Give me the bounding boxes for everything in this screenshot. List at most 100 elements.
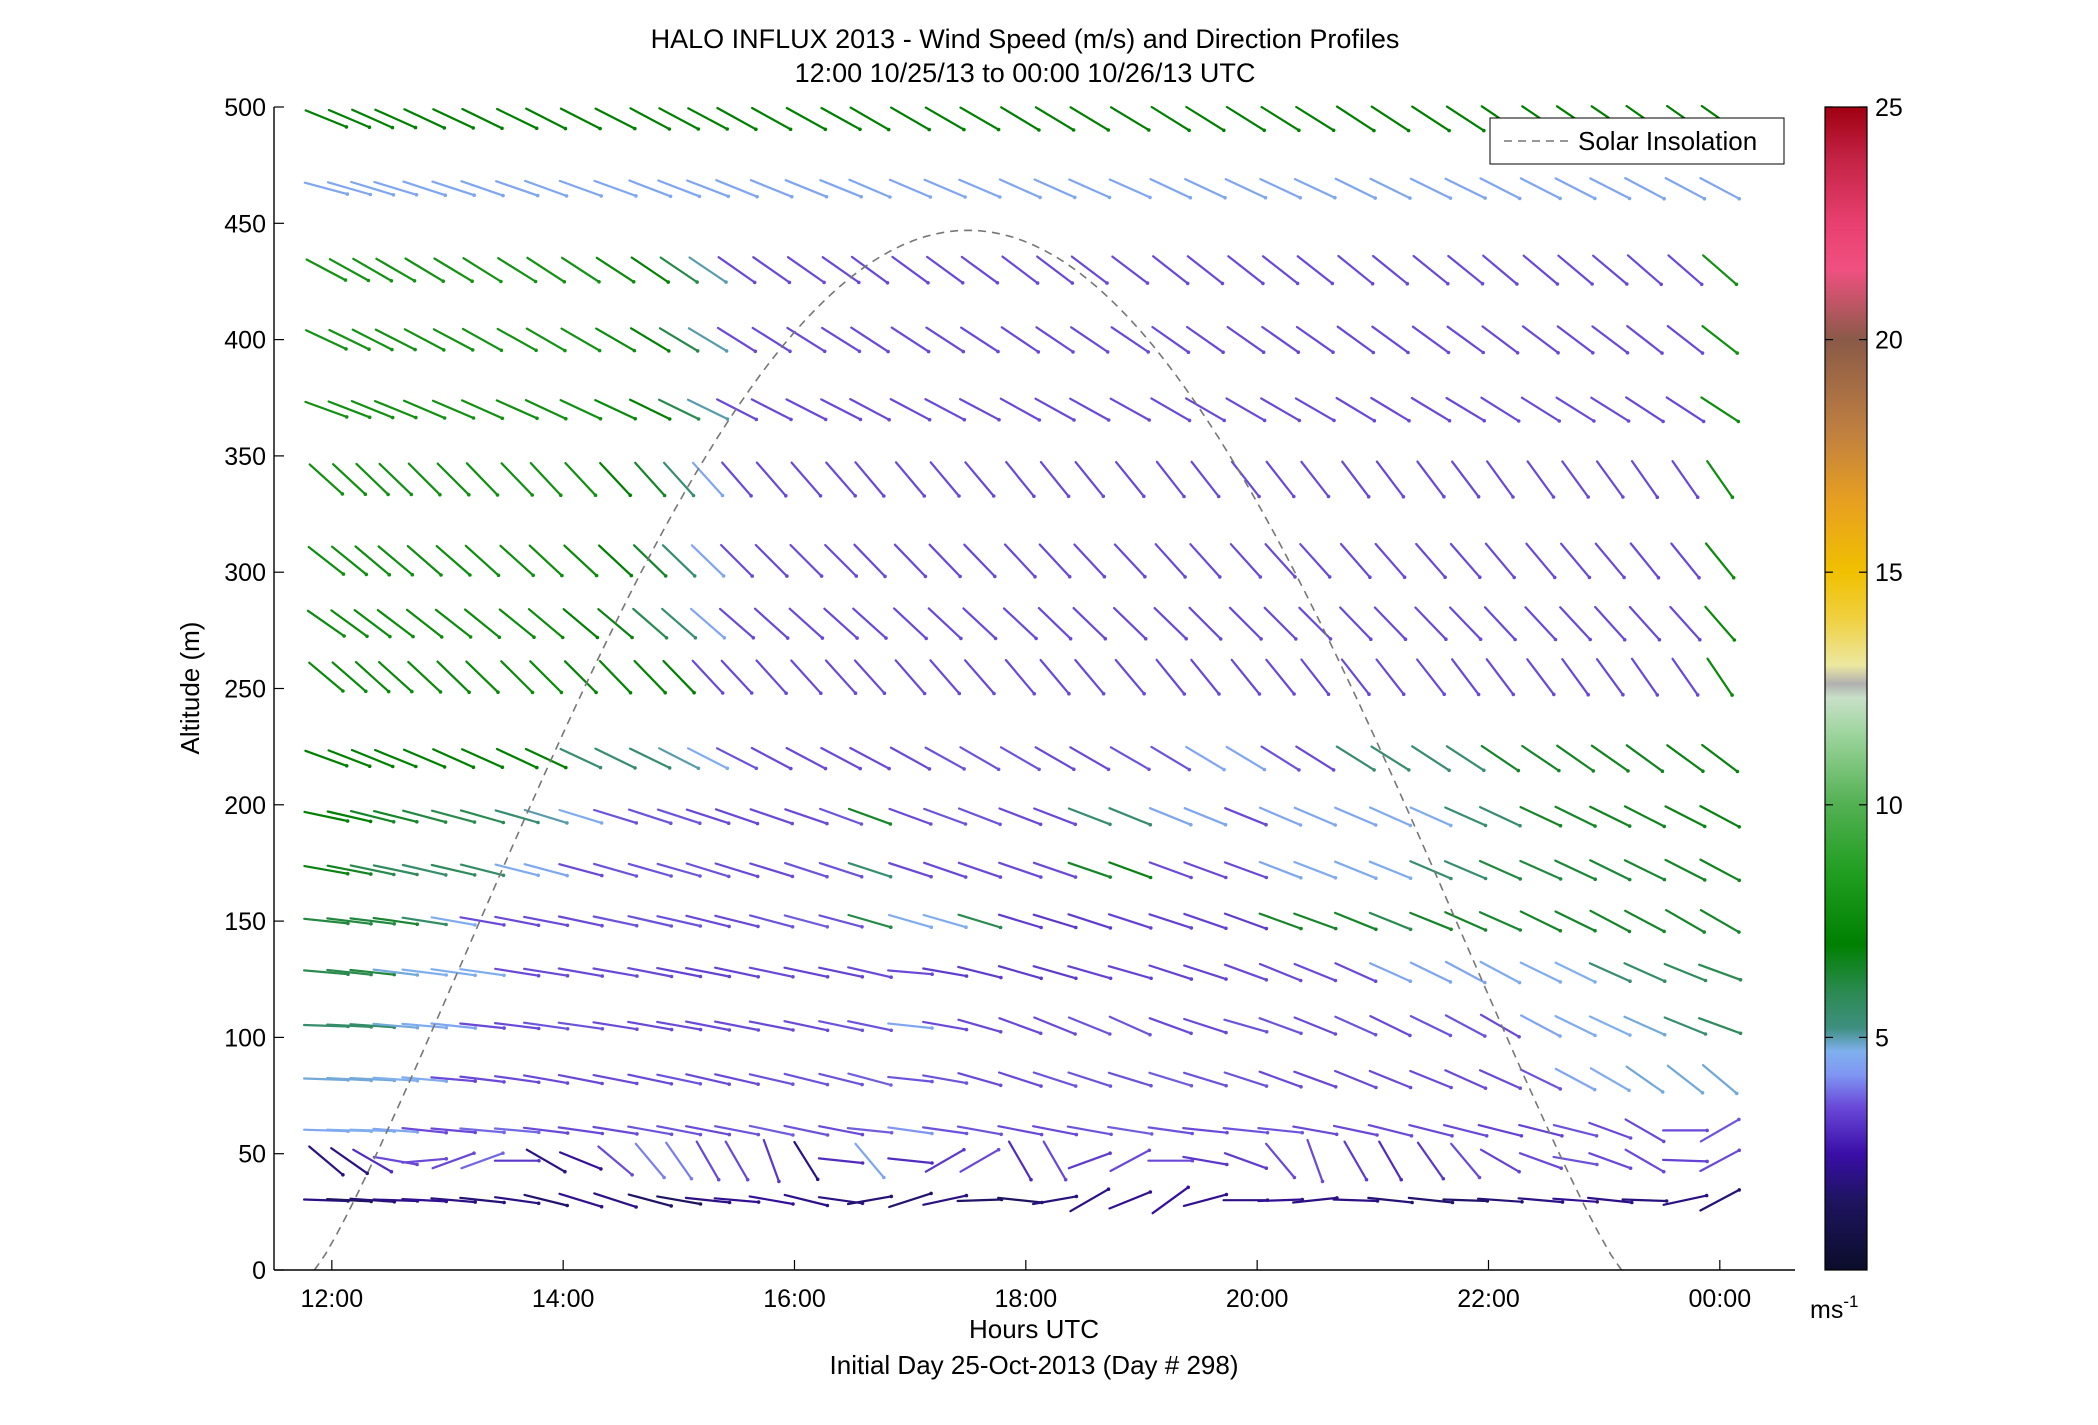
wind-vector: [1184, 397, 1226, 422]
wind-vector: [627, 966, 673, 978]
wind-vector-head: [929, 874, 933, 879]
wind-vector-head: [999, 975, 1003, 980]
wind-vector-head: [1483, 1086, 1488, 1090]
wind-vector-head: [600, 923, 604, 928]
wind-vector: [1263, 606, 1297, 641]
wind-vector-head: [1552, 692, 1556, 697]
wind-vector-head: [1149, 1132, 1154, 1136]
wind-vector: [350, 180, 395, 196]
wind-vector: [1626, 254, 1663, 286]
wind-vector: [1033, 178, 1076, 199]
wind-vector-head: [1701, 769, 1705, 773]
wind-vector-head: [1476, 494, 1481, 499]
wind-vector: [1526, 658, 1555, 696]
wind-vector-head: [824, 194, 829, 199]
wind-vector: [1706, 460, 1734, 499]
wind-vector-head: [695, 349, 700, 353]
wind-vector-head: [663, 690, 667, 695]
wind-vector: [1375, 658, 1405, 696]
wind-vector-head: [1594, 1134, 1599, 1138]
wind-vector: [854, 461, 885, 498]
wind-vector: [522, 1126, 569, 1135]
wind-vector-head: [1373, 823, 1378, 827]
colorbar-gradient: [1824, 106, 1868, 1271]
wind-vector-head: [1518, 823, 1522, 828]
wind-vector: [372, 1127, 419, 1134]
wind-vector-head: [1590, 282, 1594, 286]
wind-vector: [1664, 177, 1706, 200]
wind-vector-head: [502, 1200, 506, 1205]
wind-vector-head: [1553, 637, 1558, 642]
wind-vector: [326, 968, 373, 976]
wind-vector-head: [888, 874, 893, 879]
wind-vector-head: [1478, 575, 1482, 579]
wind-vector: [783, 1072, 829, 1086]
wind-vector: [525, 107, 567, 130]
wind-vector: [305, 258, 347, 282]
wind-vector: [1107, 965, 1153, 980]
wind-vector-head: [756, 975, 760, 979]
wind-vector-head: [367, 415, 372, 420]
wind-vector-head: [791, 975, 795, 979]
wind-vector: [957, 1018, 1002, 1033]
wind-vector-head: [559, 690, 564, 695]
wind-vector: [1371, 254, 1409, 285]
wind-vector: [1107, 1125, 1153, 1136]
wind-vector-head: [1300, 1130, 1304, 1135]
wind-vector: [847, 1020, 893, 1032]
wind-vector: [1032, 965, 1078, 980]
wind-vector: [820, 746, 862, 770]
wind-vector-head: [1184, 636, 1188, 641]
wind-vector: [564, 462, 597, 497]
wind-vector-head: [957, 691, 962, 696]
wind-vector: [464, 608, 501, 639]
wind-vector: [1224, 807, 1268, 826]
wind-vector: [1032, 861, 1077, 879]
wind-vector: [958, 178, 1001, 199]
wind-vector-head: [1264, 926, 1269, 931]
wind-vector-head: [1038, 822, 1043, 827]
wind-vector-head: [500, 416, 505, 421]
wind-vector-head: [1373, 979, 1378, 983]
wind-vector: [1444, 177, 1487, 200]
wind-vector-head: [1297, 418, 1302, 423]
wind-vector: [1183, 861, 1227, 879]
wind-vector-head: [472, 193, 477, 197]
wind-vector-head: [1621, 495, 1625, 499]
wind-vector-head: [468, 635, 473, 639]
wind-vector-head: [1257, 692, 1262, 696]
wind-vector: [1554, 177, 1596, 200]
wind-vector: [1410, 396, 1451, 422]
wind-vector-head: [1070, 281, 1075, 285]
wind-vector: [1258, 912, 1303, 930]
wind-vector-head: [345, 192, 350, 196]
wind-vector-head: [668, 194, 673, 199]
wind-vector: [656, 1073, 702, 1085]
wind-vector-head: [341, 572, 346, 576]
wind-vector: [1295, 325, 1335, 354]
wind-vector: [1519, 910, 1562, 932]
wind-vector-head: [1102, 574, 1107, 579]
wind-vector-head: [1444, 637, 1448, 641]
x-axis-secondary-label: Initial Day 25-Oct-2013 (Day # 298): [830, 1350, 1239, 1380]
wind-vector: [661, 544, 696, 578]
wind-vector: [1070, 326, 1109, 353]
wind-vector: [1261, 325, 1300, 354]
wind-vector-head: [366, 278, 371, 283]
wind-vector-head: [535, 765, 539, 770]
wind-vector-head: [669, 924, 674, 928]
wind-vector: [1292, 1125, 1338, 1136]
wind-vector-head: [791, 1202, 795, 1206]
wind-vector-head: [473, 973, 477, 978]
wind-vector: [401, 1022, 448, 1029]
wind-vector-head: [1407, 418, 1411, 423]
wind-vector: [1069, 106, 1110, 132]
wind-vector-head: [443, 820, 448, 824]
wind-vector-head: [343, 278, 348, 282]
wind-vector-head: [819, 691, 823, 695]
wind-vector: [1624, 1118, 1665, 1143]
wind-vector-head: [344, 415, 349, 419]
wind-vector: [430, 1022, 477, 1030]
wind-vector: [1005, 461, 1036, 498]
wind-vector-head: [854, 574, 859, 578]
